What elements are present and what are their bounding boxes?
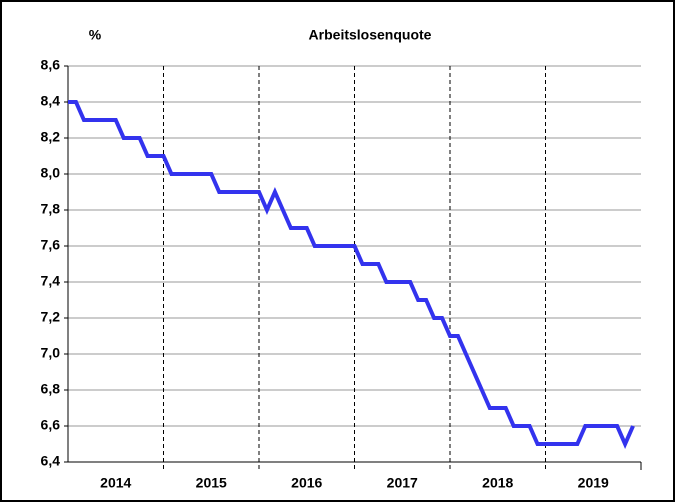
y-tick-label: 7,6 [41,237,61,253]
y-tick-label: 6,4 [41,453,61,469]
x-tick-label: 2019 [578,475,609,491]
y-tick-label: 8,0 [41,165,61,181]
y-tick-label: 6,6 [41,417,61,433]
data-line [68,100,635,449]
y-axis-label: % [89,27,102,43]
y-tick-label: 7,0 [41,345,61,361]
x-tick-label: 2018 [482,475,513,491]
y-tick-label: 6,8 [41,381,61,397]
x-tick-label: 2015 [196,475,227,491]
x-tick-label: 2016 [291,475,322,491]
x-tick-label: 2014 [100,475,131,491]
y-tick-label: 8,4 [41,93,61,109]
y-tick-label: 7,8 [41,201,61,217]
y-tick-label: 7,2 [41,309,61,325]
y-tick-label: 8,6 [41,57,61,73]
y-tick-label: 8,2 [41,129,61,145]
y-tick-label: 7,4 [41,273,61,289]
x-tick-label: 2017 [387,475,418,491]
chart-title: Arbeitslosenquote [309,27,432,43]
